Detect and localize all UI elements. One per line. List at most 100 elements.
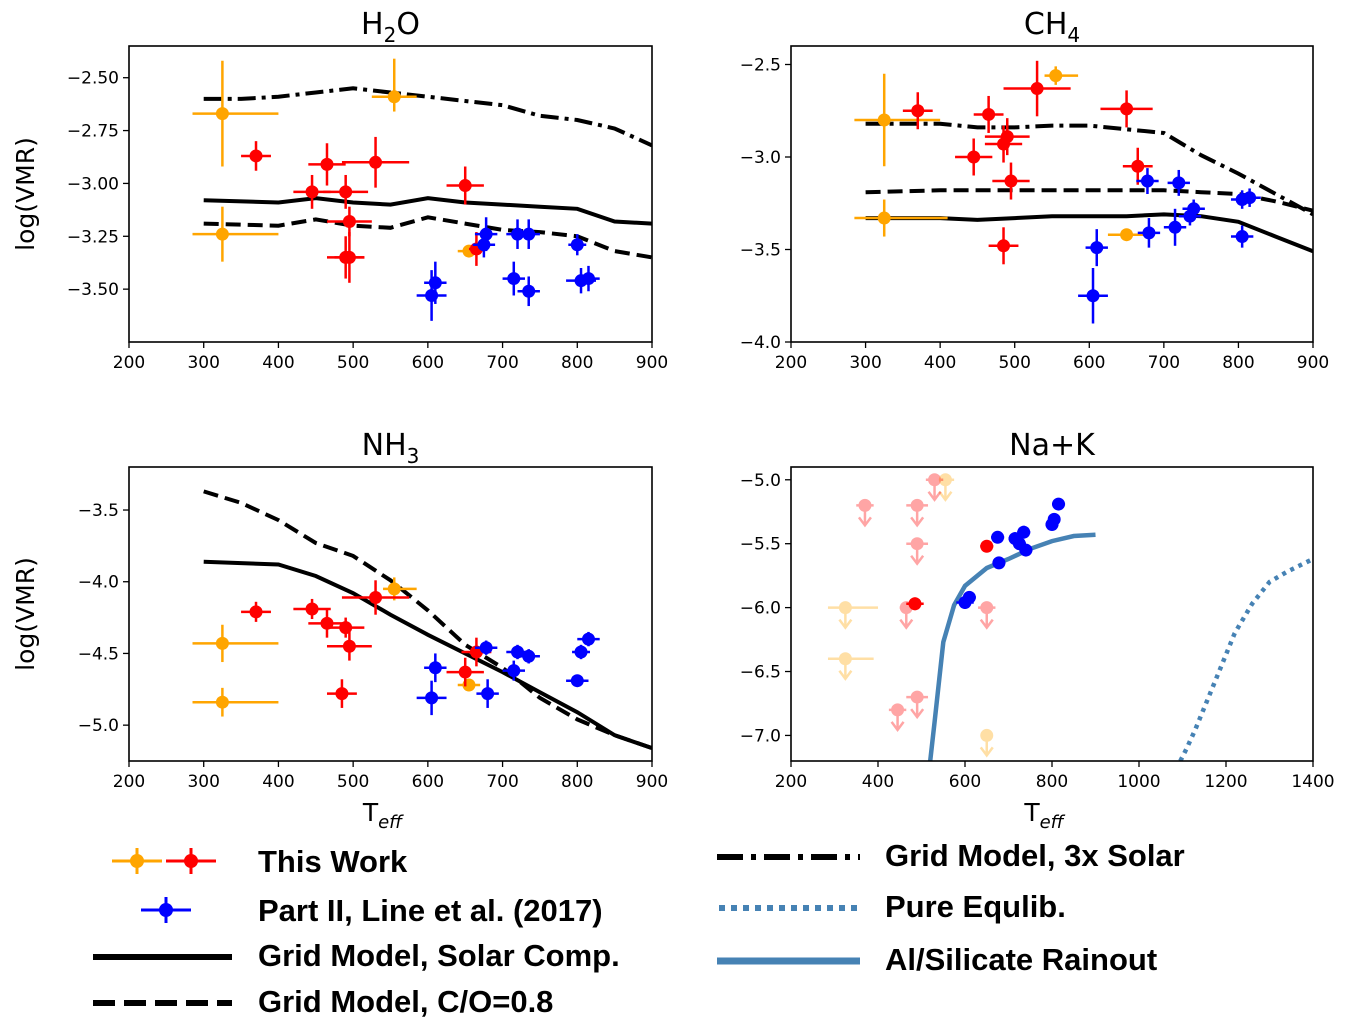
axes-frame (790, 45, 1314, 343)
x-tick-label: 400 (262, 353, 294, 373)
marker (980, 728, 994, 742)
marker (481, 687, 495, 701)
marker (249, 605, 263, 619)
legend-label-part2: Part II, Line et al. (2017) (258, 893, 603, 928)
plot-area (192, 58, 652, 321)
data-point-blue (424, 261, 447, 304)
y-tick-label: −3.25 (67, 227, 119, 247)
marker (342, 639, 356, 653)
data-point-red (906, 597, 924, 611)
data-point-red (446, 657, 484, 687)
data-point-blue (1085, 229, 1108, 267)
data-point-red-limit (906, 537, 929, 566)
data-point-red-limit (906, 690, 929, 720)
marker (428, 276, 442, 290)
data-point-blue (517, 649, 540, 664)
x-tick-label: 800 (1036, 772, 1068, 792)
marker (980, 601, 994, 615)
data-point-orange-limit (827, 601, 878, 630)
data-point-red (308, 143, 346, 186)
x-tick-label: 700 (1148, 353, 1180, 373)
limit-arrow (838, 669, 853, 681)
marker (479, 641, 493, 655)
limit-arrow (838, 618, 853, 630)
data-point-red (326, 631, 372, 661)
marker (215, 695, 229, 709)
marker (305, 185, 319, 199)
marker (992, 556, 1006, 570)
y-axis-label: log(VMR) (11, 557, 40, 671)
data-point-red (1122, 147, 1153, 185)
marker (1168, 220, 1182, 234)
legend: This Work Part II, Line et al. (2017) Gr… (93, 838, 1185, 1019)
legend-item-equilib: Pure Equlib. (719, 889, 1066, 924)
y-tick-label: −5.0 (78, 716, 119, 736)
marker (342, 214, 356, 228)
marker (335, 687, 349, 701)
data-point-blue (1019, 543, 1033, 557)
marker (877, 211, 891, 225)
marker (982, 107, 996, 121)
x-tick-label: 300 (187, 353, 219, 373)
marker (967, 150, 981, 164)
data-point-red-limit (888, 703, 907, 732)
data-point-red (341, 136, 410, 188)
data-point-red (988, 227, 1019, 265)
data-point-red (241, 601, 271, 622)
marker (991, 530, 1005, 544)
marker (215, 227, 229, 241)
marker (522, 284, 536, 298)
plot-area (192, 489, 652, 750)
x-tick-label: 600 (412, 772, 444, 792)
data-point-red (334, 232, 365, 283)
data-point-red (955, 138, 993, 176)
y-tick-label: −2.50 (67, 69, 119, 89)
marker (910, 537, 924, 551)
data-point-red (241, 141, 271, 171)
x-tick-label: 700 (486, 353, 518, 373)
legend-orange-marker (130, 854, 144, 868)
data-point-orange-limit (938, 473, 955, 502)
data-point-blue (424, 653, 447, 683)
legend-item-solar: Grid Model, Solar Comp. (93, 938, 620, 973)
plot-area (827, 473, 1313, 761)
x-tick-label: 500 (337, 353, 369, 373)
data-point-blue (962, 590, 976, 604)
marker (1019, 543, 1033, 557)
data-point-red (992, 162, 1030, 200)
marker (305, 602, 319, 616)
panel-h2o: 200 300 400 500 600 700 800 900 −3.50 −3.25 −3.00 −… (11, 7, 668, 373)
data-point-red (902, 92, 933, 130)
x-tick-label: 700 (486, 772, 518, 792)
model-line-x3solar (865, 121, 1313, 217)
model-line-solar (203, 559, 652, 750)
marker (342, 250, 356, 264)
marker (215, 636, 229, 650)
legend-item-this-work: This Work (112, 844, 408, 879)
y-axis-label: log(VMR) (11, 137, 40, 251)
data-point-red-limit (856, 498, 874, 528)
data-point-red (326, 617, 365, 638)
data-point-orange (192, 60, 279, 167)
data-point-red (326, 679, 357, 708)
data-point-blue (474, 640, 498, 655)
x-tick-label: 500 (337, 772, 369, 792)
data-point-blue (568, 234, 587, 256)
y-tick-label: −3.5 (78, 501, 119, 521)
legend-red-marker (184, 854, 198, 868)
marker (997, 239, 1011, 253)
x-axis-label: Teff (362, 798, 404, 833)
data-point-blue (577, 631, 600, 647)
legend-item-co08: Grid Model, C/O=0.8 (93, 984, 553, 1019)
marker (1120, 102, 1134, 116)
marker (938, 473, 952, 487)
data-point-blue (566, 674, 589, 688)
data-point-orange (371, 58, 417, 112)
y-tick-label: −2.75 (67, 122, 119, 142)
legend-label-solar: Grid Model, Solar Comp. (258, 938, 620, 973)
plot-area (854, 60, 1313, 324)
limit-arrow (979, 618, 994, 630)
data-point-blue (517, 219, 540, 249)
x-tick-label: 1200 (1204, 772, 1247, 792)
